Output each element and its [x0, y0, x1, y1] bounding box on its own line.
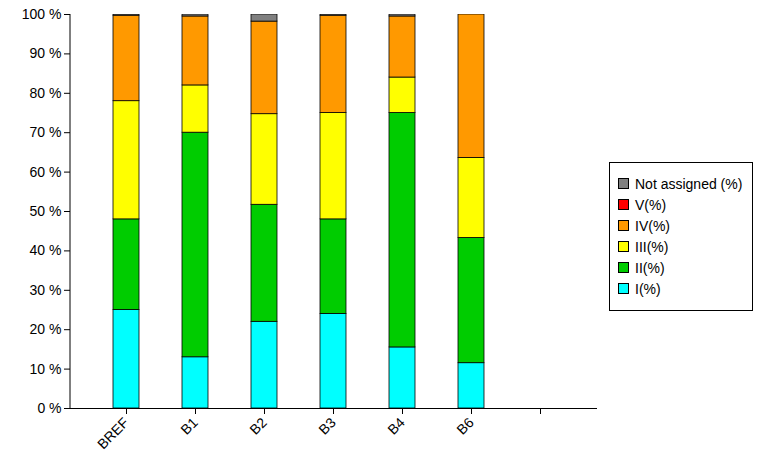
svg-text:B2: B2 [246, 414, 270, 438]
svg-text:10 %: 10 % [30, 361, 62, 377]
svg-text:60 %: 60 % [30, 164, 62, 180]
html-text:Not assigned (%): Not assigned (%) [635, 175, 743, 192]
html-text:III(%): III(%) [635, 238, 669, 255]
html-text:V(%): V(%) [635, 196, 667, 213]
svg-text:B6: B6 [453, 414, 477, 438]
svg-text:100 %: 100 % [22, 6, 62, 22]
svg-text:40 %: 40 % [30, 242, 62, 258]
svg-text:B3: B3 [315, 414, 339, 438]
svg-text:80 %: 80 % [30, 85, 62, 101]
html-text:IV(%): IV(%) [635, 217, 670, 234]
svg-text:90 %: 90 % [30, 45, 62, 61]
svg-text:BREF: BREF [94, 414, 132, 452]
svg-text:50 %: 50 % [30, 203, 62, 219]
html-text:I(%): I(%) [635, 280, 661, 297]
svg-text:B1: B1 [177, 414, 201, 438]
svg-text:30 %: 30 % [30, 282, 62, 298]
html-text:II(%): II(%) [635, 259, 665, 276]
svg-text:B4: B4 [384, 414, 408, 438]
svg-text:70 %: 70 % [30, 124, 62, 140]
svg-text:0 %: 0 % [37, 400, 61, 416]
svg-text:20 %: 20 % [30, 321, 62, 337]
